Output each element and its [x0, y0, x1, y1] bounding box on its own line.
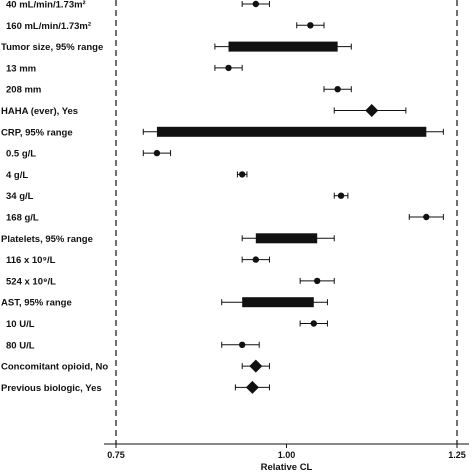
row-label-13: 524 x 10⁹/L: [6, 276, 56, 287]
estimate-point-8: [238, 171, 246, 178]
x-axis-label: Relative CL: [261, 462, 313, 473]
reference-lines: [115, 0, 458, 444]
row-label-14: AST, 95% range: [1, 298, 72, 309]
row-label-15: 10 U/L: [6, 319, 35, 330]
row-label-2: Tumor size, 95% range: [1, 42, 103, 53]
chart-marks: [142, 0, 444, 394]
estimate-point-3: [225, 64, 232, 72]
x-axis-ticks: 0.75 1.00 1.25: [107, 444, 466, 460]
row-label-5: HAHA (ever), Yes: [1, 106, 78, 117]
x-tick-label-2: 1.25: [448, 450, 466, 460]
estimate-point-9: [337, 192, 345, 199]
row-label-3: 13 mm: [6, 63, 36, 74]
row-label-6: CRP, 95% range: [1, 127, 73, 138]
range-bar-11: [255, 233, 318, 244]
row-label-1: 160 mL/min/1.73m²: [6, 21, 91, 32]
x-tick-label-0: 0.75: [107, 450, 125, 460]
range-bar-2: [228, 41, 338, 52]
estimate-diamond-18: [245, 380, 259, 394]
estimate-point-13: [313, 277, 321, 285]
row-label-4: 208 mm: [6, 85, 41, 96]
row-label-7: 0.5 g/L: [6, 149, 36, 160]
row-label-0: 40 mL/min/1.73m²: [6, 0, 86, 11]
row-label-12: 116 x 10⁹/L: [6, 255, 56, 266]
row-label-18: Previous biologic, Yes: [1, 383, 102, 394]
row-labels: 40 mL/min/1.73m² 160 mL/min/1.73m² Tumor s…: [1, 0, 108, 394]
row-label-16: 80 U/L: [6, 340, 35, 351]
row-label-8: 4 g/L: [6, 170, 28, 181]
estimate-point-15: [310, 320, 317, 327]
estimate-point-1: [307, 22, 314, 29]
estimate-point-4: [334, 86, 341, 93]
row-label-17: Concomitant opioid, No: [1, 362, 108, 373]
estimate-point-12: [252, 256, 260, 263]
row-label-11: Platelets, 95% range: [1, 234, 93, 245]
estimate-point-7: [153, 149, 161, 157]
row-label-10: 168 g/L: [6, 213, 39, 224]
estimate-point-0: [252, 0, 260, 8]
x-tick-label-1: 1.00: [278, 450, 296, 460]
range-bar-6: [156, 126, 427, 137]
range-bar-14: [242, 297, 314, 308]
estimate-point-10: [423, 213, 430, 221]
estimate-diamond-17: [249, 359, 263, 373]
estimate-diamond-5: [365, 104, 379, 117]
estimate-point-16: [238, 341, 246, 348]
row-label-9: 34 g/L: [6, 191, 34, 202]
